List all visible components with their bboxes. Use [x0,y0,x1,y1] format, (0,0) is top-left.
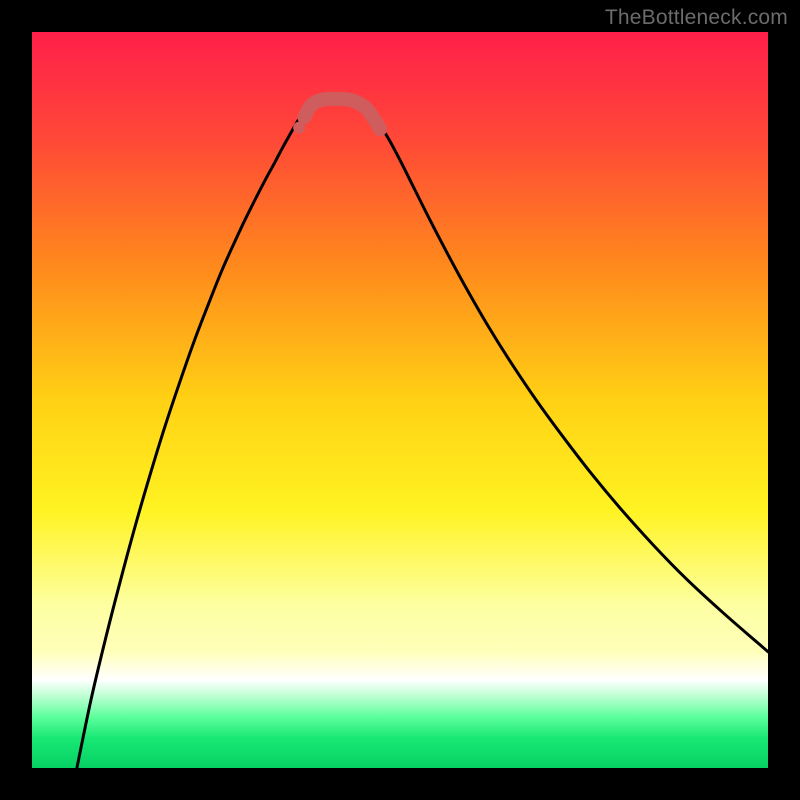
watermark-text: TheBottleneck.com [605,6,788,30]
gradient-background [32,32,768,768]
marker-dot [293,122,305,134]
plot-area [32,32,768,768]
chart-container: TheBottleneck.com [0,0,800,800]
bottleneck-chart-svg [32,32,768,768]
